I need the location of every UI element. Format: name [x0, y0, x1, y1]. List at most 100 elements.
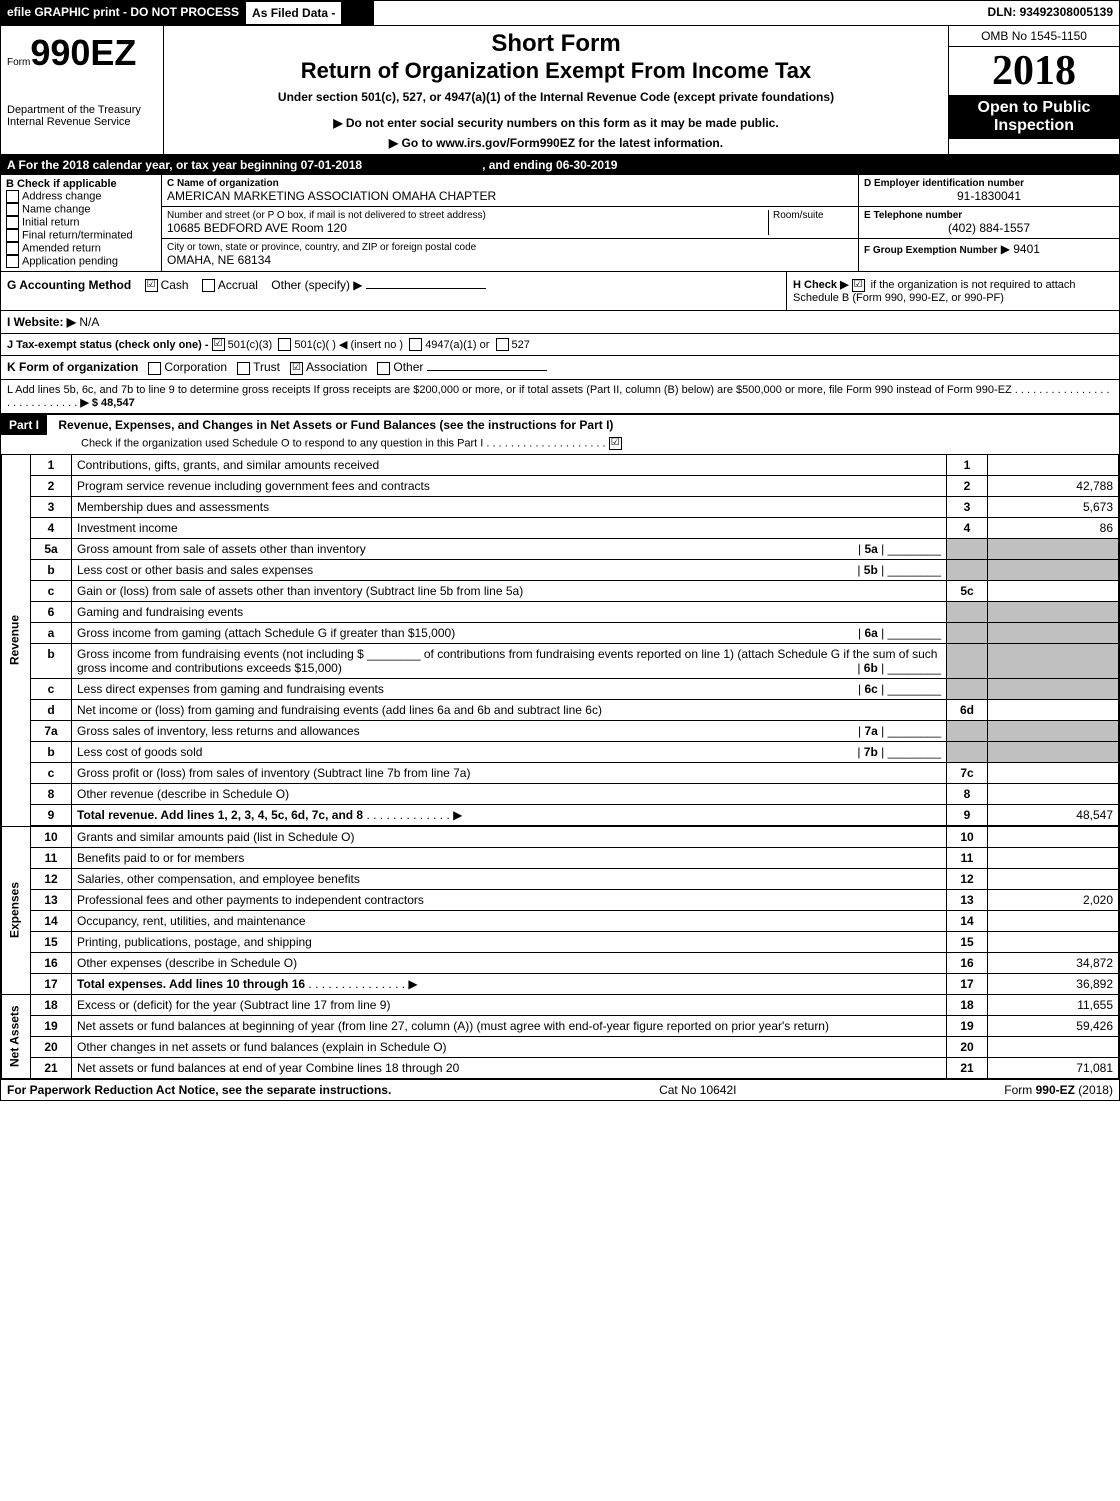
line-7b: b Less cost of goods sold | 7b | _______… — [2, 741, 1119, 762]
form-number-cell: Form990EZ Department of the Treasury Int… — [1, 26, 164, 154]
f-label: F Group Exemption Number — [864, 245, 997, 256]
l-text: L Add lines 5b, 6c, and 7b to line 9 to … — [7, 384, 1012, 396]
section-k: K Form of organization Corporation Trust… — [1, 355, 1119, 378]
section-b: B Check if applicable Address change Nam… — [1, 175, 162, 271]
form-number: 990EZ — [30, 32, 136, 73]
dept-treasury: Department of the Treasury — [7, 104, 157, 116]
group-exemption: ▶ 9401 — [1001, 242, 1040, 256]
line-5b: b Less cost or other basis and sales exp… — [2, 559, 1119, 580]
line-19: 19 Net assets or fund balances at beginn… — [2, 1015, 1119, 1036]
check-corp[interactable] — [148, 362, 161, 375]
g-label: G Accounting Method — [7, 278, 131, 292]
check-initial[interactable]: Initial return — [6, 216, 156, 229]
city-value: OMAHA, NE 68134 — [167, 253, 853, 267]
section-i: I Website: ▶ N/A — [1, 310, 1119, 333]
line-18: Net Assets 18 Excess or (deficit) for th… — [2, 994, 1119, 1015]
period-end: , and ending 06-30-2019 — [482, 158, 617, 172]
side-netassets: Net Assets — [2, 994, 31, 1078]
line-10: Expenses 10 Grants and similar amounts p… — [2, 826, 1119, 847]
line-13: 13 Professional fees and other payments … — [2, 889, 1119, 910]
line-15: 15 Printing, publications, postage, and … — [2, 931, 1119, 952]
section-g: G Accounting Method ☑Cash Accrual Other … — [1, 272, 786, 310]
check-4947[interactable] — [409, 338, 422, 351]
efile-spacer — [342, 1, 374, 25]
part1-check-row: Check if the organization used Schedule … — [1, 435, 1119, 454]
check-pending[interactable]: Application pending — [6, 255, 156, 268]
side-expenses: Expenses — [2, 826, 31, 994]
part1-title: Revenue, Expenses, and Changes in Net As… — [50, 418, 613, 432]
omb-number: OMB No 1545-1150 — [949, 26, 1119, 47]
part1-header-row: Part I Revenue, Expenses, and Changes in… — [1, 413, 1119, 454]
street-value: 10685 BEDFORD AVE Room 120 — [167, 221, 768, 235]
line-5c: c Gain or (loss) from sale of assets oth… — [2, 580, 1119, 601]
period-begin: A For the 2018 calendar year, or tax yea… — [7, 158, 362, 172]
line-1: Revenue 1 Contributions, gifts, grants, … — [2, 454, 1119, 475]
line-6d: d Net income or (loss) from gaming and f… — [2, 699, 1119, 720]
line-6b: b Gross income from fundraising events (… — [2, 643, 1119, 678]
c-label: C Name of organization — [167, 178, 853, 189]
line-8: 8 Other revenue (describe in Schedule O)… — [2, 783, 1119, 804]
check-address[interactable]: Address change — [6, 190, 156, 203]
dln-label: DLN: — [988, 5, 1017, 19]
section-c: C Name of organization AMERICAN MARKETIN… — [162, 175, 858, 271]
line-14: 14 Occupancy, rent, utilities, and maint… — [2, 910, 1119, 931]
line-20: 20 Other changes in net assets or fund b… — [2, 1036, 1119, 1057]
room-label: Room/suite — [773, 210, 853, 221]
line-6: 6 Gaming and fundraising events — [2, 601, 1119, 622]
check-501c3[interactable]: ☑ — [212, 338, 225, 351]
k-label: K Form of organization — [7, 360, 138, 374]
section-l: L Add lines 5b, 6c, and 7b to line 9 to … — [1, 379, 1119, 413]
line-7c: c Gross profit or (loss) from sales of i… — [2, 762, 1119, 783]
check-final[interactable]: Final return/terminated — [6, 229, 156, 242]
form-990ez: efile GRAPHIC print - DO NOT PROCESS As … — [0, 0, 1120, 1101]
line-17: 17 Total expenses. Add lines 10 through … — [2, 973, 1119, 994]
g-other-input[interactable] — [366, 288, 486, 289]
check-other-org[interactable] — [377, 362, 390, 375]
check-amended[interactable]: Amended return — [6, 242, 156, 255]
line-21: 21 Net assets or fund balances at end of… — [2, 1057, 1119, 1078]
open-to-public: Open to Public Inspection — [949, 95, 1119, 139]
website-value: N/A — [79, 315, 99, 329]
check-assoc[interactable]: ☑ — [290, 362, 303, 375]
line-7a: 7a Gross sales of inventory, less return… — [2, 720, 1119, 741]
org-name: AMERICAN MARKETING ASSOCIATION OMAHA CHA… — [167, 189, 853, 203]
line-12: 12 Salaries, other compensation, and emp… — [2, 868, 1119, 889]
part1-check-text: Check if the organization used Schedule … — [81, 437, 483, 449]
title-block: Short Form Return of Organization Exempt… — [164, 26, 948, 154]
j-label: J Tax-exempt status (check only one) - — [7, 339, 209, 351]
city-label: City or town, state or province, country… — [167, 242, 853, 253]
l-value: ▶ $ 48,547 — [80, 397, 134, 409]
line-16: 16 Other expenses (describe in Schedule … — [2, 952, 1119, 973]
check-h[interactable]: ☑ — [852, 279, 865, 292]
part1-label: Part I — [1, 415, 47, 435]
main-title: Return of Organization Exempt From Incom… — [172, 58, 940, 84]
line-4: 4 Investment income 4 86 — [2, 517, 1119, 538]
check-527[interactable] — [496, 338, 509, 351]
form-prefix: Form — [7, 57, 30, 68]
d-label: D Employer identification number — [864, 178, 1114, 189]
check-name[interactable]: Name change — [6, 203, 156, 216]
dln-value: 93492308005139 — [1020, 5, 1113, 19]
goto-link[interactable]: ▶ Go to www.irs.gov/Form990EZ for the la… — [172, 136, 940, 150]
check-accrual[interactable] — [202, 279, 215, 292]
check-cash[interactable]: ☑ — [145, 279, 158, 292]
check-trust[interactable] — [237, 362, 250, 375]
section-def: D Employer identification number 91-1830… — [858, 175, 1119, 271]
check-schedule-o[interactable]: ☑ — [609, 437, 622, 450]
efile-prefix: efile GRAPHIC print - DO NOT PROCESS — [1, 1, 245, 25]
line-11: 11 Benefits paid to or for members 11 — [2, 847, 1119, 868]
footer-row: For Paperwork Reduction Act Notice, see … — [1, 1079, 1119, 1100]
line-9: 9 Total revenue. Add lines 1, 2, 3, 4, 5… — [2, 804, 1119, 825]
h-label: H Check ▶ — [793, 279, 849, 291]
line-6a: a Gross income from gaming (attach Sched… — [2, 622, 1119, 643]
footer-center: Cat No 10642I — [659, 1083, 736, 1097]
section-b-label: B Check if applicable — [6, 178, 156, 190]
line-3: 3 Membership dues and assessments 3 5,67… — [2, 496, 1119, 517]
tax-year: 2018 — [992, 48, 1076, 94]
section-j: J Tax-exempt status (check only one) - ☑… — [1, 333, 1119, 356]
k-other-input[interactable] — [427, 370, 547, 371]
ssn-warning: ▶ Do not enter social security numbers o… — [172, 116, 940, 130]
check-501c[interactable] — [278, 338, 291, 351]
line-2: 2 Program service revenue including gove… — [2, 475, 1119, 496]
right-header: OMB No 1545-1150 2018 Open to Public Ins… — [948, 26, 1119, 154]
